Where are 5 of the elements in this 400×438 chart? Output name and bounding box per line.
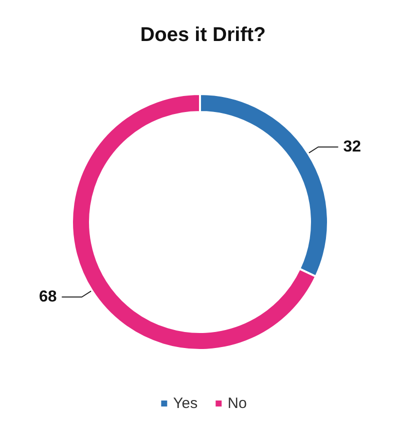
data-label: 32 <box>343 138 362 156</box>
data-label: 68 <box>38 288 57 306</box>
legend-label: Yes <box>173 395 198 412</box>
chart-title: Does it Drift? <box>140 24 266 46</box>
legend-label: No <box>228 395 247 412</box>
